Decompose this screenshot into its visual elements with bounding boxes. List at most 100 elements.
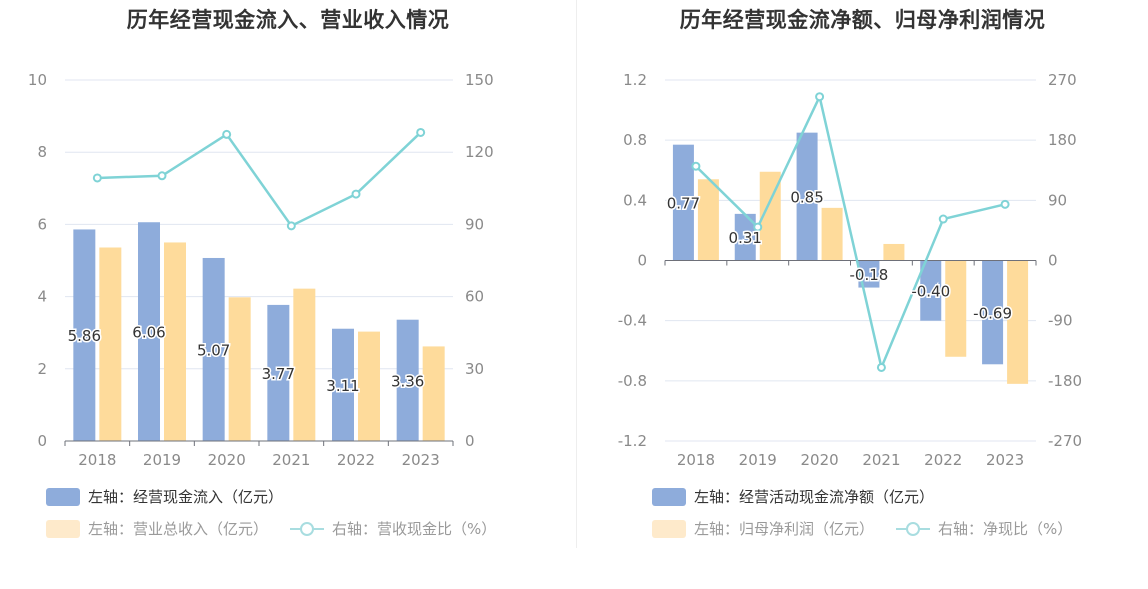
right-bar-series1	[796, 132, 818, 261]
right-bar-series2	[883, 243, 905, 261]
left-right-tick-label: 30	[465, 360, 484, 378]
right-bar-series2	[945, 260, 967, 357]
legend-line-icon	[896, 520, 931, 538]
right-right-tick-label: -270	[1048, 432, 1082, 450]
legend-item-cash-inflow[interactable]: 左轴：经营现金流入（亿元）	[46, 486, 283, 507]
legend-label: 左轴：归母净利润（亿元）	[694, 520, 875, 538]
right-left-tick-label: -0.4	[618, 312, 647, 330]
legend-swatch-yellow	[46, 519, 80, 538]
right-category-label: 2019	[739, 451, 777, 469]
left-bar-series1	[138, 222, 160, 441]
left-left-tick-label: 10	[28, 71, 47, 89]
left-left-tick-label: 2	[37, 360, 47, 378]
right-bar-series2	[759, 171, 781, 261]
left-bar-series2	[99, 247, 122, 441]
legend-item-net-cash[interactable]: 左轴：经营活动现金流净额（亿元）	[652, 486, 934, 507]
right-left-tick-label: -1.2	[618, 432, 647, 450]
right-legend-row-1: 左轴：经营活动现金流净额（亿元）	[652, 486, 956, 507]
right-left-tick-label: 0	[637, 252, 647, 270]
right-line-point	[691, 161, 701, 171]
right-right-tick-label: -90	[1048, 312, 1073, 330]
left-line-series	[97, 131, 422, 228]
left-bar-series2	[228, 297, 251, 441]
right-category-label: 2018	[677, 451, 715, 469]
right-line-point	[753, 222, 763, 232]
right-right-tick-label: 90	[1048, 191, 1067, 209]
right-line-point	[876, 362, 886, 372]
left-category-label: 2022	[337, 451, 375, 469]
right-right-tick-label: -180	[1048, 372, 1082, 390]
right-bar-data-label: -0.18	[850, 266, 889, 284]
left-bar-data-label: 3.11	[326, 377, 359, 395]
right-chart-panel: 历年经营现金流净额、归母净利润情况 -1.2 -0.8 -0.4 0 0.4 0.8 1.2…	[577, 0, 1148, 589]
left-bar-series1	[73, 229, 96, 441]
legend-item-revenue[interactable]: 左轴：营业总收入（亿元）	[46, 518, 268, 539]
right-bar-data-label: -0.40	[911, 283, 950, 301]
legend-item-net-profit[interactable]: 左轴：归母净利润（亿元）	[652, 518, 874, 539]
left-chart-plot: 0 2 4 6 8 10 0 30 60 90 120 150 2018 2019 2020 2021 2022…	[28, 71, 494, 469]
right-legend-row-2: 左轴：归母净利润（亿元） 右轴：净现比（%）	[652, 518, 1094, 539]
panel-divider	[576, 0, 577, 548]
legend-label: 左轴：经营现金流入（亿元）	[88, 488, 284, 506]
left-right-tick-label: 60	[465, 288, 484, 306]
legend-label: 左轴：经营活动现金流净额（亿元）	[694, 488, 935, 506]
right-left-tick-label: 1.2	[623, 71, 647, 89]
left-left-tick-label: 4	[37, 288, 47, 306]
left-category-label: 2021	[272, 451, 310, 469]
right-left-tick-label: -0.8	[618, 372, 647, 390]
right-line-point	[815, 92, 825, 102]
right-line-series	[695, 92, 1006, 372]
left-bar-series2	[293, 288, 316, 441]
right-category-label: 2022	[924, 451, 962, 469]
left-right-tick-label: 120	[465, 143, 494, 161]
right-right-tick-label: 270	[1048, 71, 1077, 89]
right-bar-data-label: 0.85	[790, 189, 823, 207]
legend-label: 左轴：营业总收入（亿元）	[88, 520, 269, 538]
right-bar-series1	[734, 213, 756, 261]
right-bar-series2	[1007, 260, 1029, 384]
left-bar-data-label: 5.86	[68, 327, 101, 345]
right-bar-data-label: -0.69	[973, 304, 1012, 322]
right-bar-series1	[920, 260, 942, 321]
left-left-tick-label: 6	[37, 215, 47, 233]
left-bar-series1	[202, 257, 225, 441]
left-bar-series1	[267, 304, 290, 441]
left-line-point	[286, 221, 296, 231]
left-bar-data-label: 5.07	[197, 341, 230, 359]
left-legend-row-1: 左轴：经营现金流入（亿元）	[46, 486, 305, 507]
legend-swatch-blue	[46, 487, 80, 506]
left-right-tick-label: 0	[465, 432, 475, 450]
left-bar-series2	[164, 242, 186, 441]
right-line-point	[1000, 199, 1010, 209]
right-category-label: 2023	[986, 451, 1024, 469]
legend-swatch-yellow	[652, 519, 686, 538]
right-bar-data-label: 0.77	[667, 195, 700, 213]
left-legend-row-2: 左轴：营业总收入（亿元） 右轴：营收现金比（%）	[46, 518, 518, 539]
right-left-tick-label: 0.4	[623, 191, 647, 209]
left-line-point	[351, 189, 361, 199]
right-chart-title: 历年经营现金流净额、归母净利润情况	[679, 8, 1046, 32]
left-category-label: 2018	[78, 451, 116, 469]
left-category-label: 2020	[208, 451, 246, 469]
right-bar-series1	[672, 144, 694, 261]
right-bar-data-label: 0.31	[729, 229, 762, 247]
left-bar-data-label: 3.77	[262, 365, 295, 383]
right-right-tick-label: 0	[1048, 252, 1058, 270]
left-bar-series1	[396, 319, 419, 441]
legend-line-icon	[290, 520, 325, 538]
left-left-tick-label: 8	[37, 143, 47, 161]
left-left-tick-label: 0	[37, 432, 47, 450]
left-right-tick-label: 150	[465, 71, 494, 89]
right-bar-series2	[697, 179, 719, 261]
left-bar-data-label: 6.06	[132, 324, 165, 342]
left-right-tick-label: 90	[465, 215, 484, 233]
right-right-tick-label: 180	[1048, 131, 1077, 149]
legend-item-cash-ratio[interactable]: 右轴：营收现金比（%）	[290, 518, 496, 539]
legend-swatch-blue	[652, 487, 686, 506]
left-line-point	[157, 171, 167, 181]
left-category-label: 2023	[402, 451, 440, 469]
left-line-point	[92, 173, 102, 183]
right-bar-series2	[821, 207, 843, 261]
legend-item-net-cash-ratio[interactable]: 右轴：净现比（%）	[896, 518, 1072, 539]
right-left-tick-label: 0.8	[623, 131, 647, 149]
